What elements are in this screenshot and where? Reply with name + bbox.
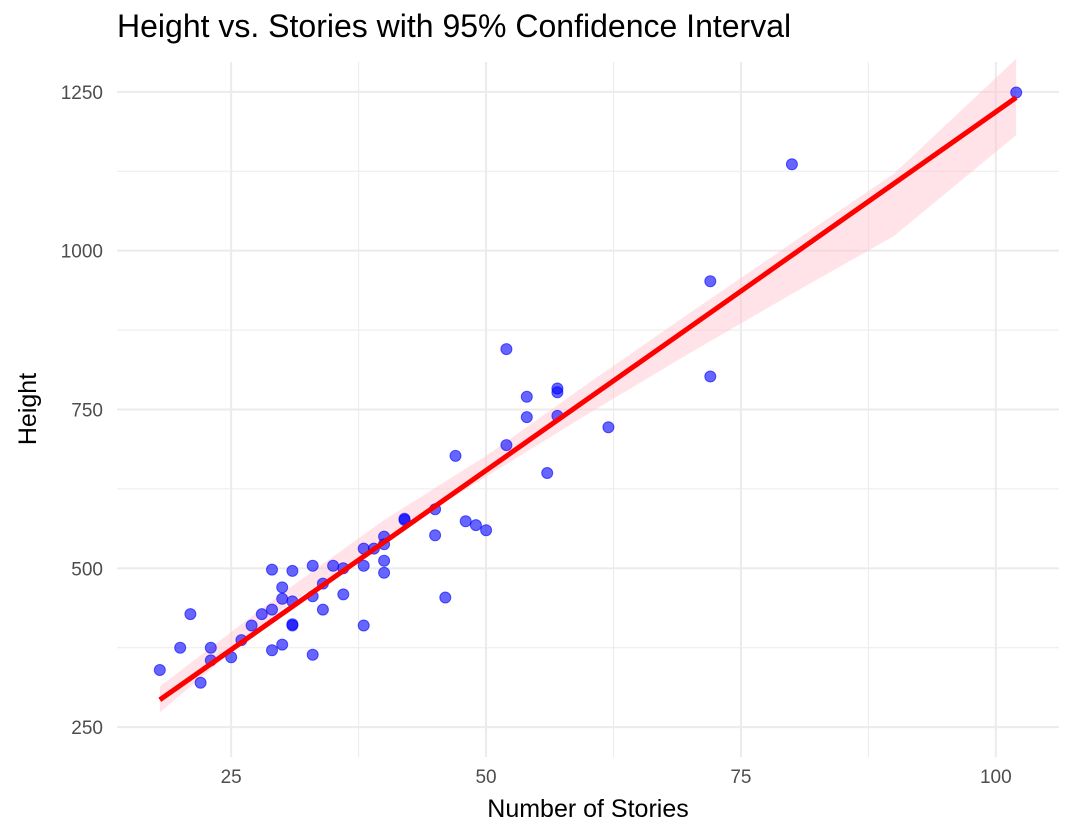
confidence-band-area	[159, 58, 1017, 713]
data-point	[357, 619, 370, 632]
y-tick-label: 250	[71, 718, 103, 739]
data-point	[266, 603, 278, 616]
confidence-band	[159, 58, 1017, 713]
data-point	[245, 619, 258, 632]
data-point	[255, 608, 268, 621]
data-point	[459, 515, 472, 528]
data-point	[286, 619, 299, 632]
y-tick-label: 1000	[61, 242, 103, 263]
data-point	[541, 467, 554, 479]
regression-line	[158, 95, 1018, 702]
data-point	[276, 581, 289, 594]
data-point	[480, 524, 493, 537]
data-point	[357, 559, 370, 572]
data-point	[327, 559, 340, 572]
y-tick-label: 1250	[61, 83, 103, 104]
data-point	[153, 664, 166, 676]
data-point	[429, 529, 442, 542]
data-point	[439, 591, 452, 604]
data-point	[276, 592, 289, 605]
data-point	[378, 554, 391, 567]
grid-lines	[117, 62, 1059, 757]
data-point	[306, 648, 319, 661]
data-point	[184, 608, 197, 621]
data-point	[520, 390, 533, 403]
data-point	[1010, 86, 1023, 99]
x-axis-title: Number of Stories	[487, 795, 688, 823]
data-point	[378, 566, 391, 579]
data-point	[602, 421, 615, 434]
x-tick-label: 50	[475, 767, 496, 788]
data-point	[194, 676, 207, 689]
data-point	[469, 519, 482, 532]
regression-fit-line	[158, 95, 1018, 702]
data-point	[551, 386, 564, 399]
data-point	[785, 158, 798, 171]
x-tick-label: 100	[980, 767, 1012, 788]
data-point	[174, 641, 187, 654]
data-point	[306, 559, 319, 572]
data-point	[337, 588, 350, 601]
data-point	[266, 563, 278, 576]
data-point	[316, 603, 329, 616]
tick-labels: 25 50 75 100 250 500 750 1000 1250	[61, 83, 1012, 788]
y-axis-title: Height	[14, 373, 42, 445]
data-point	[204, 641, 217, 654]
data-point	[704, 370, 717, 383]
x-tick-label: 25	[221, 767, 242, 788]
data-point	[266, 644, 278, 657]
data-point	[500, 439, 513, 452]
data-point	[520, 411, 533, 424]
data-point	[500, 343, 513, 356]
data-point	[286, 564, 299, 577]
data-point	[704, 275, 717, 288]
x-tick-label: 75	[730, 767, 751, 788]
data-point	[276, 638, 289, 651]
chart-title: Height vs. Stories with 95% Confidence I…	[117, 8, 792, 44]
y-tick-label: 500	[71, 559, 103, 580]
data-point	[449, 449, 462, 462]
y-tick-label: 750	[71, 401, 103, 422]
